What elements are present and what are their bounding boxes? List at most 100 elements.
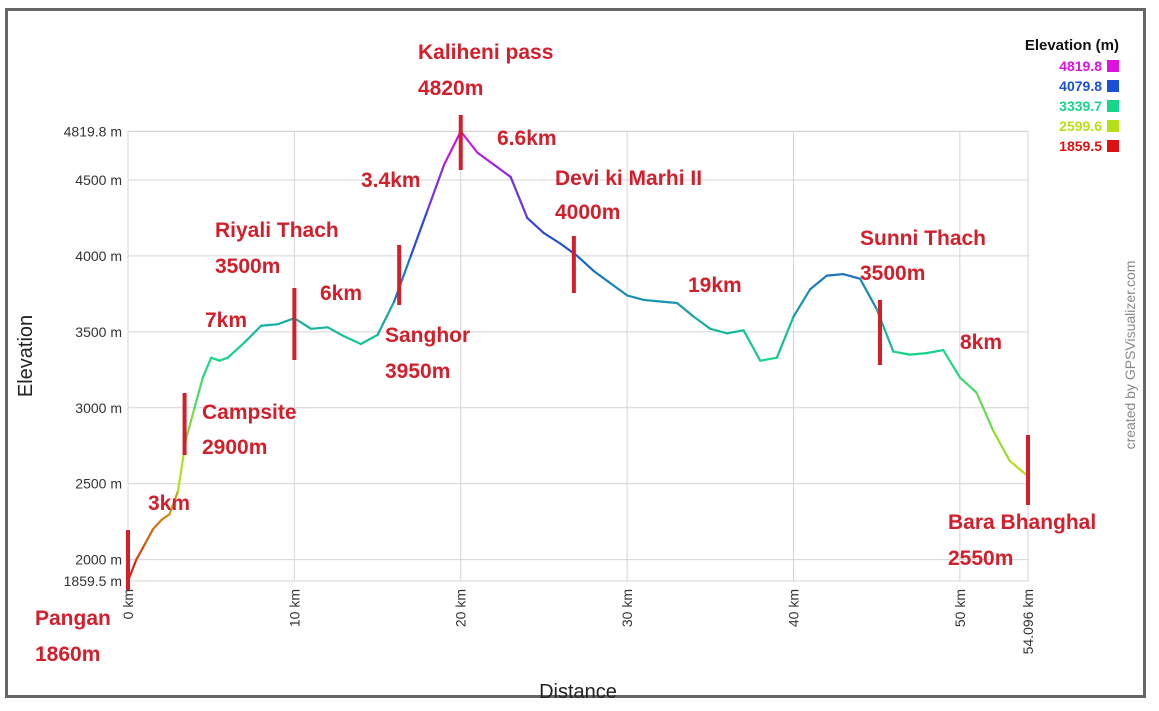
profile-segment (459, 130, 479, 154)
x-tick-label: 0 km (120, 589, 136, 619)
profile-segment (443, 130, 462, 166)
y-axis-label: Elevation (15, 315, 37, 397)
annotation-label: 4000m (555, 201, 621, 224)
y-tick-label: 4000 m (75, 248, 122, 264)
y-tick-label: 3500 m (75, 324, 122, 340)
profile-segment (210, 356, 221, 362)
profile-segment (775, 315, 795, 359)
x-tick-label: 30 km (619, 589, 635, 627)
profile-segment (892, 350, 912, 356)
profile-segment (135, 543, 146, 561)
profile-segment (759, 356, 778, 362)
annotation-label: Pangan (35, 607, 111, 630)
annotation-label: Bara Bhanghal (948, 511, 1097, 534)
profile-segment (592, 269, 612, 285)
profile-segment (393, 254, 412, 303)
profile-segment (709, 327, 729, 335)
profile-segment (160, 512, 171, 522)
legend-label: 4079.8 (1059, 78, 1102, 94)
annotation-label: 3km (148, 492, 191, 515)
legend-title: Elevation (m) (1024, 37, 1119, 54)
profile-segment (243, 324, 263, 344)
x-tick-label: 10 km (286, 589, 302, 627)
legend-swatch (1107, 60, 1119, 72)
y-tick-label: 2000 m (75, 552, 122, 568)
x-tick-label: 54.096 km (1020, 589, 1036, 654)
profile-segment (151, 519, 163, 531)
profile-segment (143, 528, 155, 546)
profile-segment (609, 282, 629, 297)
x-tick-label: 50 km (952, 589, 968, 627)
profile-segment (168, 490, 180, 516)
annotation-label: Sanghor (385, 324, 471, 347)
profile-segment (809, 274, 828, 291)
profile-segment (842, 273, 862, 280)
profile-segment (725, 329, 745, 335)
annotation-label: 3500m (860, 262, 926, 285)
profile-segment (326, 326, 346, 338)
legend-entry: 1859.5 (1059, 138, 1119, 154)
legend-entry: 2599.6 (1059, 118, 1119, 134)
profile-segment (492, 163, 512, 179)
profile-segment (185, 406, 196, 440)
profile-segment (276, 317, 296, 326)
y-tick-label: 4819.8 m (64, 123, 122, 139)
profile-segment (426, 163, 446, 212)
y-tick-label: 2500 m (75, 476, 122, 492)
legend-label: 3339.7 (1059, 98, 1102, 114)
profile-segment (259, 323, 279, 327)
profile-segment (925, 348, 945, 355)
profile-segment (293, 317, 313, 330)
profile-segment (675, 301, 695, 318)
y-tick-label: 3000 m (75, 400, 122, 416)
profile-segment (908, 352, 928, 356)
legend-entry: 4819.8 (1059, 58, 1119, 74)
profile-segment (309, 326, 329, 330)
profile-segment (626, 294, 645, 302)
profile-segment (692, 315, 712, 330)
profile-segment (942, 348, 961, 379)
watermark: created by GPSVisualizer.com (1122, 260, 1138, 450)
legend-entry: 3339.7 (1059, 98, 1119, 114)
legend-label: 2599.6 (1059, 118, 1102, 134)
profile-segment (201, 356, 213, 379)
legend-swatch (1107, 100, 1119, 112)
annotation-label: Campsite (202, 401, 297, 424)
profile-segment (218, 356, 229, 362)
profile-segment (958, 376, 978, 394)
annotation-label: 2900m (202, 436, 268, 459)
profile-segment (526, 216, 546, 235)
annotation-label: 19km (688, 274, 742, 297)
legend-label: 1859.5 (1059, 138, 1102, 154)
profile-segment (509, 175, 529, 220)
profile-segment (1008, 459, 1030, 478)
annotation-label: 6.6km (497, 127, 557, 150)
x-tick-label: 20 km (453, 589, 469, 627)
profile-segment (659, 300, 679, 305)
profile-segment (576, 254, 595, 273)
profile-segment (975, 391, 995, 432)
legend-label: 4819.8 (1059, 58, 1102, 74)
annotation-label: Riyali Thach (215, 219, 339, 242)
x-tick-label: 40 km (785, 589, 801, 627)
y-tick-label: 1859.5 m (64, 573, 122, 589)
profile-segment (542, 232, 562, 245)
annotation-label: Kaliheni pass (418, 41, 554, 64)
legend-swatch (1107, 120, 1119, 132)
y-tick-label: 4500 m (75, 172, 122, 188)
annotation-label: Devi ki Marhi II (555, 167, 703, 190)
annotation-label: Sunni Thach (860, 227, 986, 250)
profile-segment (226, 341, 246, 359)
profile-segment (858, 277, 878, 311)
profile-segment (825, 273, 845, 277)
annotation-label: 3950m (385, 360, 451, 383)
profile-segment (476, 151, 496, 166)
annotation-label: 2550m (948, 547, 1014, 570)
profile-segment (376, 300, 396, 336)
legend-swatch (1107, 140, 1119, 152)
profile-segment (742, 329, 762, 362)
profile-segment (792, 288, 812, 318)
profile-segment (193, 376, 204, 409)
profile-segment (642, 298, 662, 303)
